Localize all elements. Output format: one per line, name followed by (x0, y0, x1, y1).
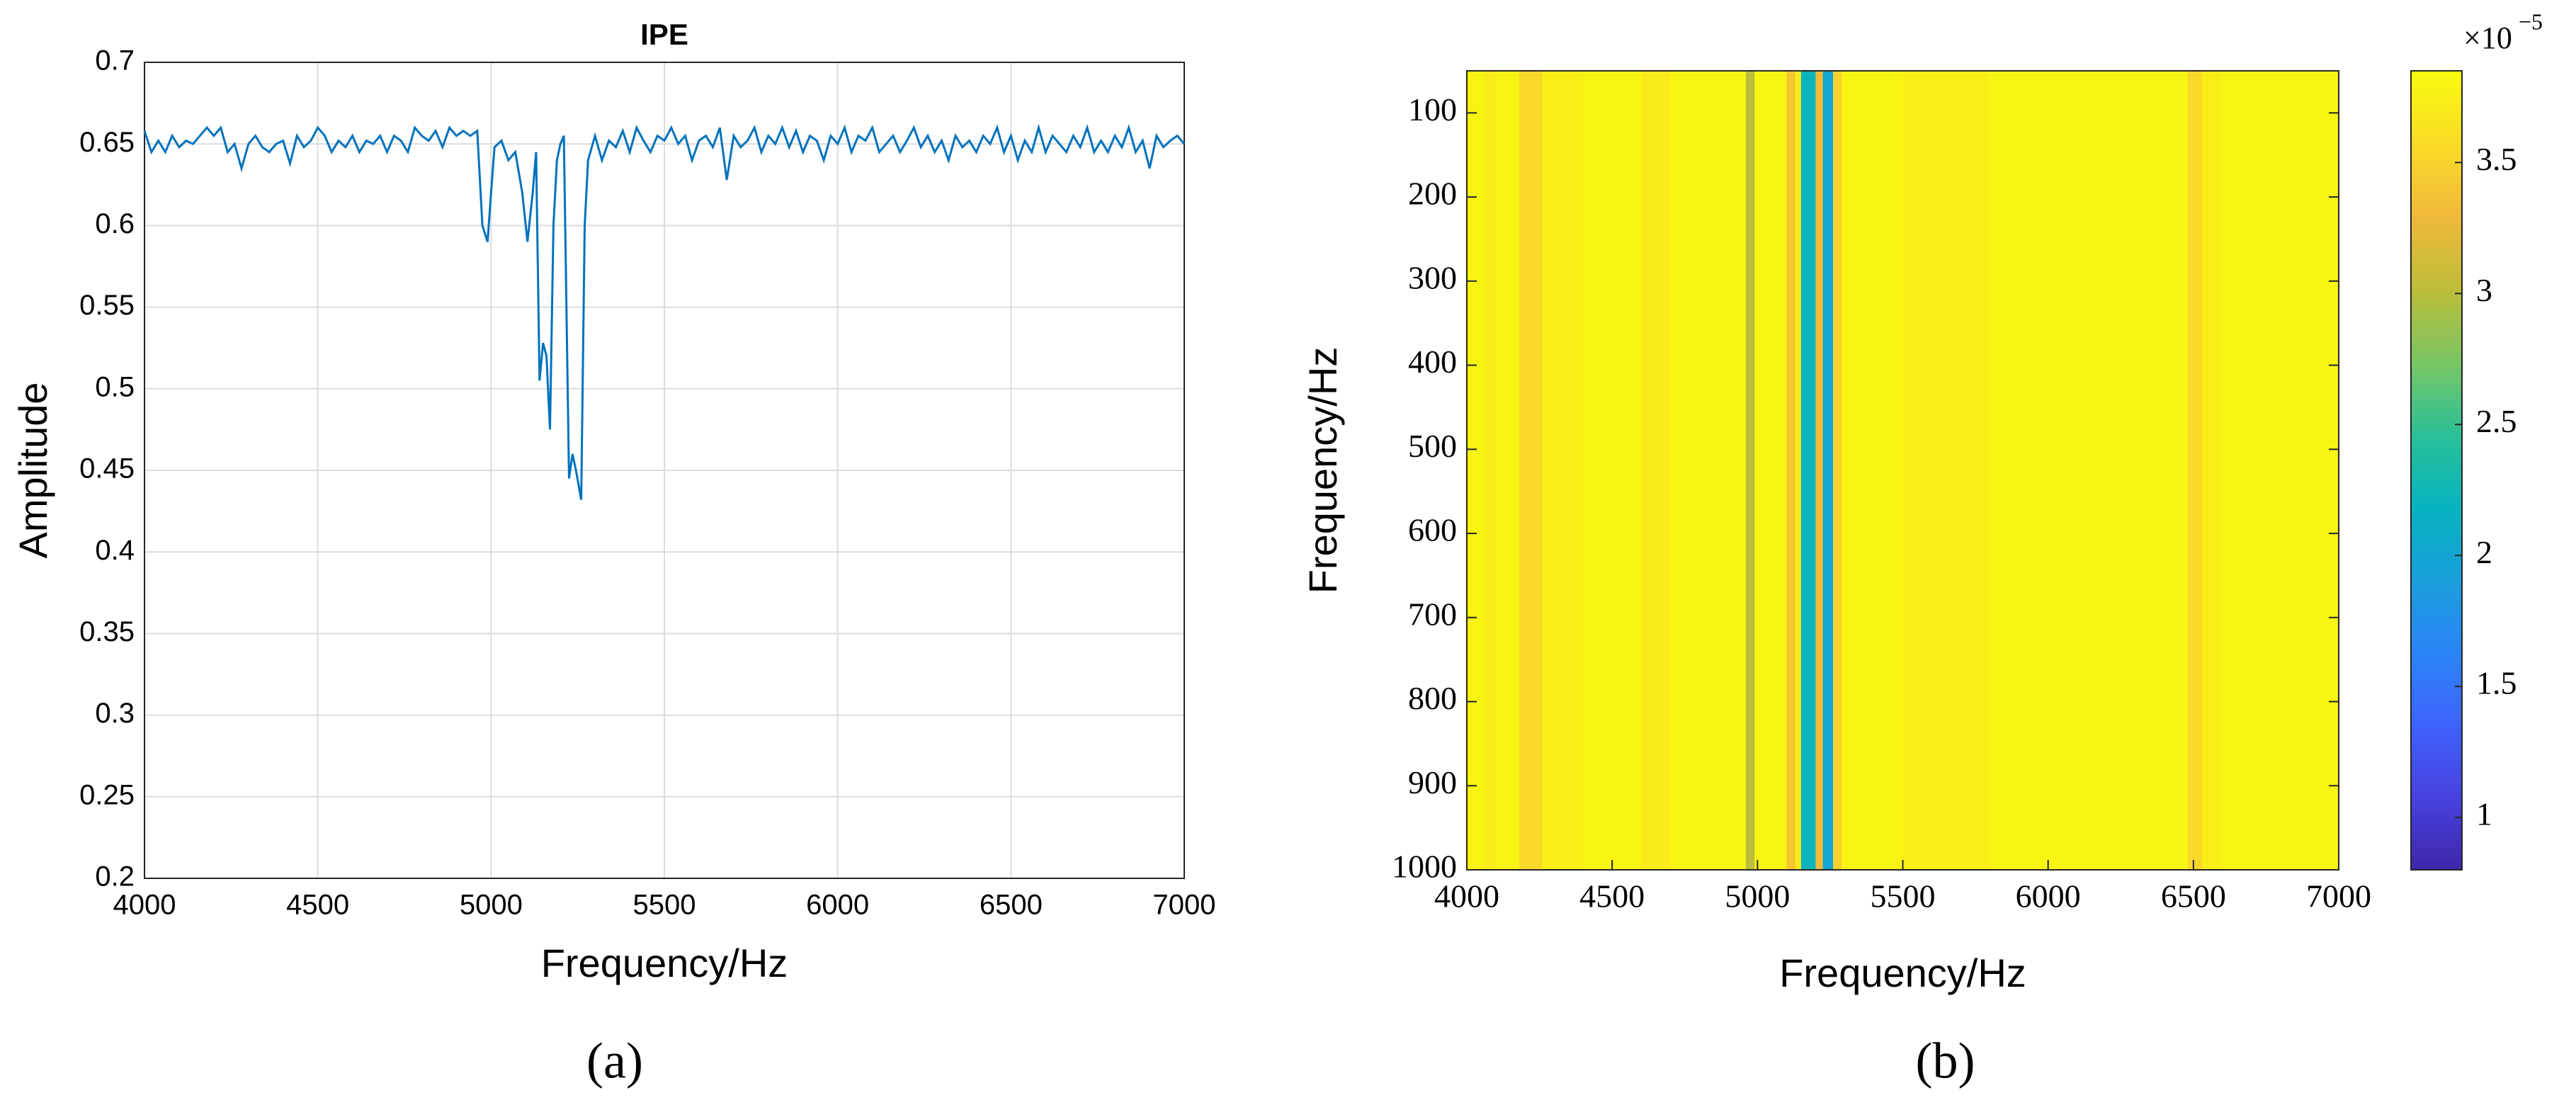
y-tick-label: 0.6 (95, 208, 135, 239)
heat-cell (1484, 71, 1497, 870)
heat-cell (1467, 71, 1485, 870)
heat-cell (1745, 71, 1755, 870)
y-tick-label: 0.3 (95, 698, 135, 729)
x-tick-label: 4500 (286, 890, 349, 921)
heat-cell (1990, 71, 2189, 870)
y-tick-label: 600 (1408, 512, 1457, 548)
colorbar-multiplier: ×10 (2463, 21, 2512, 55)
colorbar-tick-label: 3.5 (2476, 141, 2517, 177)
heat-cell (1519, 71, 1543, 870)
heat-cell (2202, 71, 2223, 870)
colorbar-exponent: −5 (2519, 8, 2543, 34)
y-tick-label: 0.4 (95, 535, 135, 566)
y-tick-label: 700 (1408, 596, 1457, 632)
x-tick-label: 5000 (460, 890, 523, 921)
y-tick-label: 100 (1408, 91, 1457, 128)
heat-cell (2222, 71, 2339, 870)
y-axis-label: Amplitude (11, 382, 55, 558)
y-tick-label: 300 (1408, 259, 1457, 295)
heat-cell (2187, 71, 2203, 870)
heat-cell (1902, 71, 1991, 870)
x-tick-label: 5500 (1871, 878, 1936, 914)
y-tick-label: 0.7 (95, 45, 135, 76)
heat-cell (1822, 71, 1834, 870)
colorbar-tick-label: 3 (2476, 272, 2492, 308)
heat-cell (1815, 71, 1824, 870)
x-axis-label: Frequency/Hz (1779, 951, 2026, 995)
heat-cell (1496, 71, 1520, 870)
colorbar-tick-label: 1 (2476, 796, 2492, 832)
heat-cell (1833, 71, 1842, 870)
heat-cell (1795, 71, 1802, 870)
y-tick-label: 0.25 (79, 779, 135, 810)
y-tick-label: 900 (1408, 764, 1457, 800)
x-axis-label: Frequency/Hz (541, 941, 788, 985)
y-tick-label: 0.65 (79, 127, 135, 158)
colorbar-tick-label: 2.5 (2476, 403, 2517, 439)
chart-title: IPE (640, 18, 688, 51)
x-tick-label: 7000 (1153, 890, 1216, 921)
heat-cell (1542, 71, 1584, 870)
y-tick-label: 0.2 (95, 861, 135, 892)
heat-cell (1800, 71, 1816, 870)
y-tick-label: 200 (1408, 176, 1457, 212)
x-tick-label: 5500 (633, 890, 696, 921)
x-tick-label: 4500 (1579, 878, 1645, 914)
y-axis-label: Frequency/Hz (1300, 347, 1345, 594)
caption: (a) (586, 1033, 643, 1089)
x-tick-label: 6000 (2016, 878, 2081, 914)
data-line (143, 123, 1186, 500)
heat-cell (1754, 71, 1787, 870)
heat-cell (1786, 71, 1796, 870)
y-tick-label: 800 (1408, 680, 1457, 716)
colorbar-tick-label: 1.5 (2476, 665, 2517, 701)
x-tick-label: 6000 (806, 890, 869, 921)
caption: (b) (1916, 1033, 1975, 1089)
x-tick-label: 6500 (2161, 878, 2226, 914)
y-tick-label: 500 (1408, 428, 1457, 464)
y-tick-label: 0.35 (79, 616, 135, 647)
y-tick-label: 1000 (1392, 849, 1457, 885)
colorbar (2410, 70, 2463, 871)
y-tick-label: 0.5 (95, 371, 135, 402)
heat-cell (1842, 71, 1903, 870)
x-tick-label: 5000 (1725, 878, 1790, 914)
x-tick-label: 4000 (1434, 878, 1499, 914)
x-tick-label: 7000 (2306, 878, 2371, 914)
x-tick-label: 6500 (980, 890, 1043, 921)
x-tick-label: 4000 (113, 890, 176, 921)
colorbar-tick-label: 2 (2476, 534, 2492, 570)
heat-cell (1670, 71, 1747, 870)
y-tick-label: 0.45 (79, 453, 135, 484)
heat-cell (1641, 71, 1671, 870)
plot-frame (144, 62, 1185, 879)
y-tick-label: 0.55 (79, 290, 135, 321)
y-tick-label: 400 (1408, 344, 1457, 380)
heat-cell (1583, 71, 1642, 870)
